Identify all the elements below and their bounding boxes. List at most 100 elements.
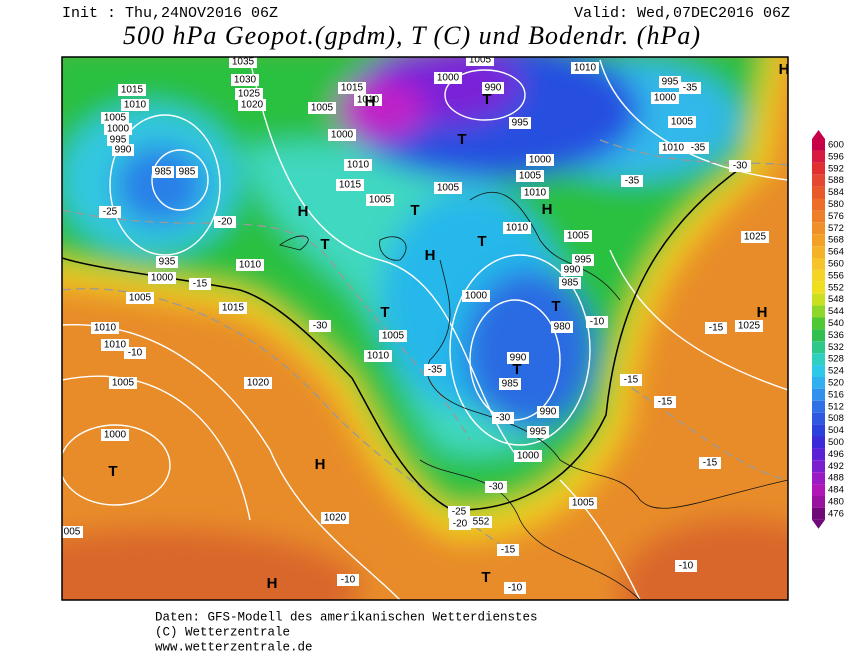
label-box (659, 142, 687, 154)
label-box (620, 374, 642, 386)
contour-label: 1000 (517, 451, 540, 462)
contour-label: -15 (703, 458, 718, 469)
contour-label: 1010 (104, 340, 127, 351)
isobars (62, 59, 788, 600)
contour-label: -35 (428, 365, 443, 376)
pressure-center: T (410, 202, 419, 219)
pressure-center: T (108, 463, 117, 480)
legend-label: 552 (828, 282, 844, 293)
contour-label: 1005 (311, 103, 334, 114)
contour-label: -30 (733, 161, 748, 172)
legend-swatch (812, 150, 825, 163)
label-box (675, 560, 697, 572)
label-box (337, 574, 359, 586)
map-frame (61, 56, 789, 601)
legend-swatch (812, 472, 825, 485)
label-box (679, 82, 701, 94)
contour-label: 1000 (654, 93, 677, 104)
contour-label: 1005 (369, 195, 392, 206)
contour-label: -10 (508, 583, 523, 594)
legend-label: 592 (828, 163, 844, 174)
legend-label: 536 (828, 330, 844, 341)
label-box (687, 142, 709, 154)
label-box (107, 134, 129, 146)
legend-swatch (812, 377, 825, 389)
legend-label: 556 (828, 270, 844, 281)
label-box (235, 88, 263, 100)
legend-label: 500 (828, 437, 844, 448)
contour-label: 1005 (382, 331, 405, 342)
label-box (448, 506, 470, 518)
pressure-center: T (551, 298, 560, 315)
label-box (336, 179, 364, 191)
legend-swatch (812, 234, 825, 247)
label-box (189, 278, 211, 290)
legend-label: 560 (828, 258, 844, 269)
label-box (462, 290, 490, 302)
legend-label: 596 (828, 151, 844, 162)
label-box (551, 321, 573, 333)
footer-line: (C) Wetterzentrale (155, 625, 290, 639)
pressure-center: H (757, 304, 768, 321)
contour-label: 1005 (671, 117, 694, 128)
label-box (229, 57, 257, 68)
label-box (309, 320, 331, 332)
legend-label: 524 (828, 366, 844, 377)
label-box (516, 170, 544, 182)
legend-swatch (812, 139, 825, 151)
legend-swatch (812, 246, 825, 258)
legend-swatch (812, 305, 825, 318)
label-box (101, 429, 129, 441)
label-box (735, 320, 763, 332)
legend-label: 520 (828, 377, 844, 388)
label-box (668, 116, 696, 128)
legend-label: 580 (828, 199, 844, 210)
label-box (514, 450, 542, 462)
legend-swatch (812, 329, 825, 342)
contour-label: -15 (501, 545, 516, 556)
legend-label: 484 (828, 485, 844, 496)
pressure-center: T (380, 304, 389, 321)
legend-swatch (812, 424, 825, 437)
pressure-center: T (457, 131, 466, 148)
contour-label: 1000 (331, 130, 354, 141)
legend-swatch (812, 210, 825, 223)
label-box (364, 350, 392, 362)
contour-label: 005 (64, 527, 81, 538)
label-box (572, 254, 594, 266)
contour-label: 935 (159, 257, 176, 268)
label-box (99, 206, 121, 218)
label-box (527, 426, 549, 438)
legend-swatch (812, 484, 825, 496)
contour-label: 1010 (574, 63, 597, 74)
legend-label: 512 (828, 401, 844, 412)
line-552 (62, 164, 746, 511)
pressure-center: H (298, 203, 309, 220)
label-box (176, 166, 198, 178)
legend-label: 600 (828, 139, 844, 150)
contour-label: 1005 (567, 231, 590, 242)
legend-swatch (812, 269, 825, 282)
label-box (152, 166, 174, 178)
legend-label: 544 (828, 306, 844, 317)
contour-label: 1005 (572, 498, 595, 509)
contour-label: 990 (564, 265, 581, 276)
contour-label: 1005 (519, 171, 542, 182)
contour-label: 1010 (124, 100, 147, 111)
contour-label: 1015 (222, 303, 245, 314)
label-box (741, 231, 769, 243)
contour-label: 1000 (465, 291, 488, 302)
contour-label: -30 (489, 482, 504, 493)
label-box (705, 322, 727, 334)
label-box (244, 377, 272, 389)
label-box (651, 92, 679, 104)
label-box (231, 74, 259, 86)
label-box (321, 512, 349, 524)
label-box (492, 412, 514, 424)
label-box (219, 302, 247, 314)
legend-arrow-bottom (812, 519, 825, 529)
contour-label: 1020 (324, 513, 347, 524)
contour-label: -10 (679, 561, 694, 572)
legend-swatch (812, 317, 825, 330)
